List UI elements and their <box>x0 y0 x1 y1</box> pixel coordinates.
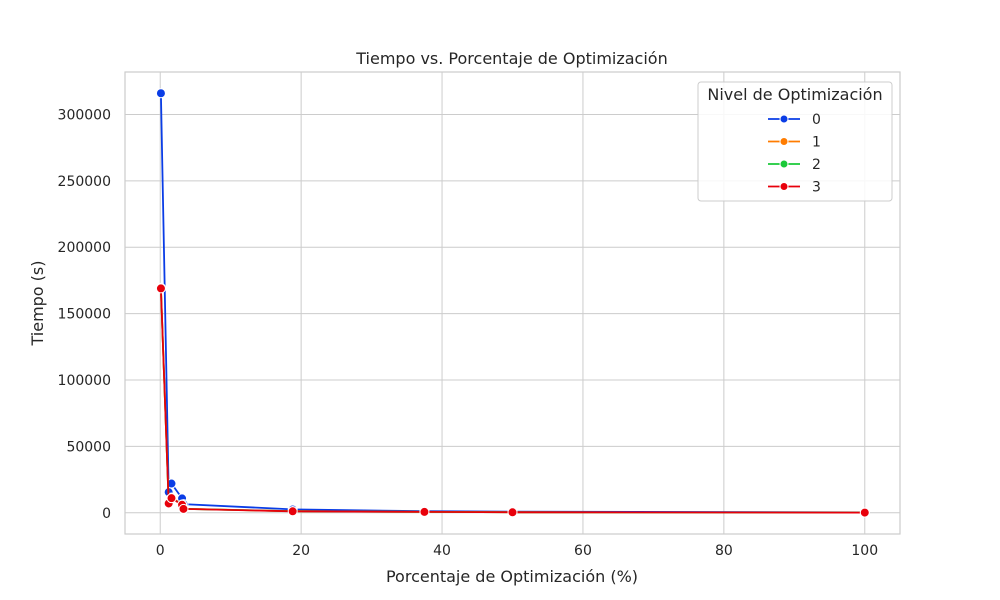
y-tick-labels: 0 50000 100000 150000 200000 250000 300000 <box>58 107 111 521</box>
x-tick-label: 0 <box>156 543 165 559</box>
data-point <box>178 503 189 514</box>
legend-swatch-marker <box>779 182 789 191</box>
data-point <box>155 283 166 294</box>
y-tick-label: 300000 <box>58 107 111 123</box>
legend-entry: 1 <box>768 135 821 151</box>
y-tick-label: 0 <box>102 506 111 522</box>
y-tick-label: 50000 <box>66 439 111 455</box>
x-tick-label: 40 <box>433 543 451 559</box>
series-3 <box>155 283 870 518</box>
y-axis-title: Tiempo (s) <box>28 260 47 346</box>
legend-label: 2 <box>812 157 821 173</box>
data-point <box>166 493 177 504</box>
y-tick-label: 150000 <box>58 307 111 323</box>
x-tick-labels: 0 20 40 60 80 100 <box>156 543 878 559</box>
data-point <box>166 478 177 489</box>
y-tick-label: 100000 <box>58 373 111 389</box>
legend-label: 0 <box>812 112 821 128</box>
data-point <box>155 88 166 99</box>
x-tick-label: 80 <box>715 543 733 559</box>
y-tick-label: 200000 <box>58 240 111 256</box>
series-layer <box>155 88 870 518</box>
legend-swatch-marker <box>779 137 789 146</box>
legend: Nivel de Optimización 0 1 2 3 <box>697 81 893 202</box>
legend-label: 3 <box>812 180 821 196</box>
x-tick-label: 100 <box>851 543 878 559</box>
data-point <box>507 507 518 518</box>
data-point <box>859 507 870 518</box>
x-tick-label: 20 <box>292 543 310 559</box>
legend-entry: 2 <box>768 157 821 173</box>
chart-title: Tiempo vs. Porcentaje de Optimización <box>355 49 667 68</box>
legend-swatch-marker <box>779 159 789 169</box>
legend-entry: 0 <box>768 112 821 128</box>
legend-entry: 3 <box>768 180 821 196</box>
x-axis-title: Porcentaje de Optimización (%) <box>386 567 638 586</box>
y-tick-label: 250000 <box>58 174 111 190</box>
plot-frame <box>124 71 901 535</box>
legend-swatch-marker <box>779 114 789 124</box>
legend-label: 1 <box>812 135 821 151</box>
data-point <box>419 506 430 517</box>
legend-title: Nivel de Optimización <box>707 85 882 104</box>
x-tick-label: 60 <box>574 543 592 559</box>
legend-entries: 0 1 2 3 <box>768 112 821 196</box>
data-point <box>287 506 298 517</box>
